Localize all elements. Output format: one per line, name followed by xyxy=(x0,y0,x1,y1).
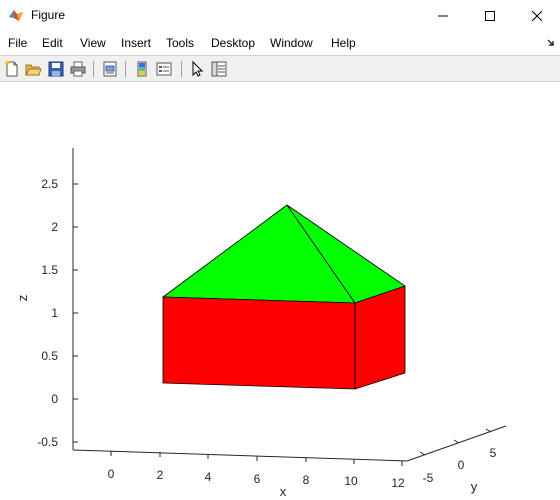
z-ticks xyxy=(73,183,78,443)
box-front-face xyxy=(162,296,356,390)
menu-tools[interactable]: Tools xyxy=(166,36,195,50)
x-tick-label: 10 xyxy=(344,474,358,488)
y-ticks xyxy=(419,428,492,456)
save-icon[interactable] xyxy=(47,60,65,78)
minimize-button[interactable] xyxy=(420,0,466,31)
new-figure-icon[interactable] xyxy=(3,60,21,78)
x-axis-line xyxy=(72,449,408,462)
x-tick-label: 0 xyxy=(108,467,115,481)
menu-edit[interactable]: Edit xyxy=(42,36,63,50)
x-tick-label: 2 xyxy=(157,468,164,482)
x-tick-label: 4 xyxy=(205,470,212,484)
z-tick-label: 2.5 xyxy=(41,177,58,191)
colorbar-icon[interactable] xyxy=(133,60,151,78)
figure-axes[interactable]: 2.5 2 1.5 1 0.5 0 -0.5 z 0 2 4 6 8 10 12… xyxy=(0,82,560,500)
menu-file[interactable]: File xyxy=(8,36,28,50)
toolbar-separator xyxy=(125,61,126,77)
legend-icon[interactable] xyxy=(155,60,173,78)
matlab-icon xyxy=(9,10,23,21)
property-inspector-icon[interactable] xyxy=(210,60,228,78)
close-icon xyxy=(531,10,543,22)
print-preview-icon[interactable] xyxy=(101,60,119,78)
y-axis-label: y xyxy=(471,479,478,494)
z-tick-label: 1 xyxy=(51,306,58,320)
toolbar-separator xyxy=(93,61,94,77)
menu-window[interactable]: Window xyxy=(270,36,313,50)
menu-insert[interactable]: Insert xyxy=(121,36,152,50)
x-tick-label: 8 xyxy=(303,473,310,487)
print-icon[interactable] xyxy=(69,60,87,78)
maximize-icon xyxy=(485,11,495,21)
y-axis-line xyxy=(406,425,507,462)
y-tick-label: -5 xyxy=(423,471,434,485)
pointer-icon[interactable] xyxy=(188,60,206,78)
x-tick-label: 6 xyxy=(254,472,261,486)
z-axis-label: z xyxy=(15,295,30,302)
toolbar-separator xyxy=(181,61,182,77)
z-tick-label: 0.5 xyxy=(41,349,58,363)
y-tick-label: 0 xyxy=(458,458,465,472)
open-file-icon[interactable] xyxy=(24,60,42,78)
close-button[interactable] xyxy=(514,0,560,31)
maximize-button[interactable] xyxy=(467,0,513,31)
z-tick-label: -0.5 xyxy=(37,435,58,449)
title-bar: Figure xyxy=(0,0,560,31)
z-tick-label: 1.5 xyxy=(41,263,58,277)
menu-bar: File Edit View Insert Tools Desktop Wind… xyxy=(0,31,560,55)
box-side-face xyxy=(354,285,406,390)
x-ticks xyxy=(110,451,403,466)
minimize-icon xyxy=(438,15,448,17)
z-tick-label: 2 xyxy=(51,220,58,234)
menu-desktop[interactable]: Desktop xyxy=(211,36,256,50)
x-tick-label: 12 xyxy=(391,476,405,490)
z-tick-label: 0 xyxy=(51,392,58,406)
x-axis-label: x xyxy=(280,484,287,499)
y-tick-label: 5 xyxy=(490,446,497,460)
menu-help[interactable]: Help xyxy=(331,36,356,50)
window-title: Figure xyxy=(31,8,66,22)
menu-view[interactable]: View xyxy=(80,36,106,50)
toolbar xyxy=(0,55,560,82)
dock-arrow-icon[interactable] xyxy=(546,38,556,48)
